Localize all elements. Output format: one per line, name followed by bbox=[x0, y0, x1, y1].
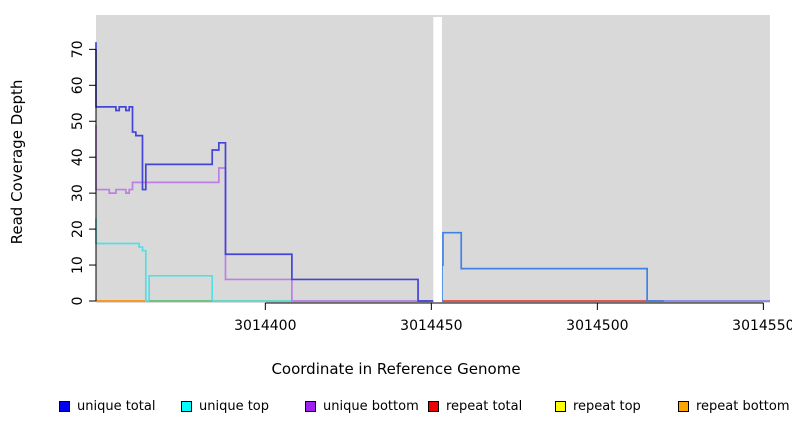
y-tick-label: 10 bbox=[70, 256, 86, 274]
unique-bottom-swatch bbox=[305, 400, 316, 412]
legend-item-unique-bottom: unique bottom bbox=[305, 398, 419, 414]
y-tick-label: 70 bbox=[70, 40, 86, 58]
series-unique-top bbox=[95, 218, 434, 302]
repeat-bottom-swatch bbox=[678, 400, 689, 412]
plot-area bbox=[96, 15, 770, 303]
unique-top-swatch bbox=[181, 400, 192, 412]
x-tick-label: 3014450 bbox=[400, 318, 462, 334]
y-tick-label: 40 bbox=[70, 148, 86, 166]
y-tick-label: 0 bbox=[70, 297, 86, 306]
legend-item-unique-top: unique top bbox=[181, 398, 269, 414]
y-tick-label: 20 bbox=[70, 220, 86, 238]
series-unique-bottom bbox=[95, 124, 434, 302]
legend-item-repeat-total: repeat total bbox=[428, 398, 522, 414]
legend: unique total unique top unique bottom re… bbox=[0, 398, 792, 420]
legend-item-repeat-bottom: repeat bottom bbox=[678, 398, 790, 414]
x-tick-label: 3014400 bbox=[234, 318, 296, 334]
series-unique-total-right-of-gap- bbox=[441, 231, 770, 302]
y-axis-title: Read Coverage Depth bbox=[8, 79, 26, 245]
x-tick-label: 3014550 bbox=[732, 318, 792, 334]
series-unique-total-left-of-gap- bbox=[95, 42, 434, 302]
legend-item-repeat-top: repeat top bbox=[555, 398, 641, 414]
y-tick-label: 30 bbox=[70, 184, 86, 202]
y-tick-label: 50 bbox=[70, 112, 86, 130]
unique-total-swatch bbox=[59, 400, 70, 412]
legend-item-unique-total: unique total bbox=[59, 398, 155, 414]
y-tick-label: 60 bbox=[70, 76, 86, 94]
x-tick-label: 3014500 bbox=[566, 318, 628, 334]
no-data-gap bbox=[433, 17, 442, 303]
x-axis-title: Coordinate in Reference Genome bbox=[271, 360, 521, 378]
repeat-total-swatch bbox=[428, 400, 439, 412]
repeat-top-swatch bbox=[555, 400, 566, 412]
